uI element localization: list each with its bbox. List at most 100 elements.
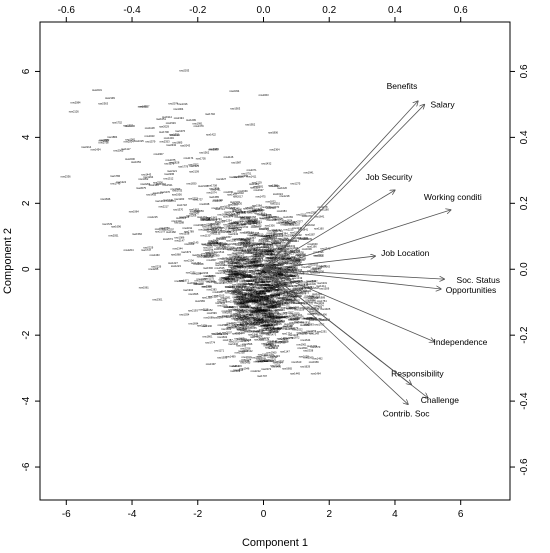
observation-label: row2166 [228, 307, 239, 311]
observation-label: row1955 [311, 267, 322, 271]
observation-label: row1685 [209, 195, 220, 199]
observation-label: row1431 [211, 187, 222, 191]
x-tick-label: 0 [261, 509, 267, 520]
observation-label: row1078 [302, 214, 313, 218]
observation-label: row1101 [294, 320, 304, 324]
observation-label: row1690 [274, 272, 285, 276]
observation-label: row1443 [141, 172, 152, 176]
observation-label: row1684 [226, 269, 237, 273]
observation-label: row1357 [246, 286, 257, 290]
observation-label: row2306 [149, 183, 160, 187]
observation-label: row1436 [235, 331, 246, 335]
observation-label: row2292 [268, 355, 279, 359]
observation-label: row2204 [273, 308, 284, 312]
observation-label: row1709 [248, 265, 259, 269]
observation-label: row1829 [215, 220, 226, 224]
observation-label: row1395 [306, 210, 317, 214]
observation-label: row1256 [271, 305, 282, 309]
observation-label: row1792 [205, 112, 216, 116]
observation-label: row2159 [270, 315, 281, 319]
observation-label: row1174 [184, 156, 194, 160]
observation-label: row2220 [266, 256, 277, 260]
observation-label: row1552 [188, 162, 199, 166]
observation-label: row1511 [309, 309, 319, 313]
observation-label: row1077 [234, 316, 245, 320]
observation-label: row2270 [267, 253, 278, 257]
observation-label: row2066 [252, 315, 263, 319]
observation-label: row1697 [258, 303, 269, 307]
observation-label: row2243 [228, 232, 239, 236]
observation-label: row2071 [261, 298, 272, 302]
observation-label: row1056 [231, 290, 242, 294]
observation-label: row2181 [248, 297, 259, 301]
observation-label: row1528 [294, 308, 305, 312]
observation-label: row1203 [307, 344, 318, 348]
y-tick-label: -4 [21, 396, 32, 405]
observation-label: row1051 [156, 117, 167, 121]
observation-label: row2222 [246, 284, 257, 288]
observation-label: row1976 [254, 318, 265, 322]
observation-label: row2295 [164, 172, 175, 176]
observation-label: row1523 [242, 298, 253, 302]
observation-label: row1175 [204, 277, 214, 281]
observation-label: row1139 [206, 243, 216, 247]
observation-label: row1568 [235, 325, 246, 329]
observation-label: row2129 [229, 274, 240, 278]
observation-label: row2296 [206, 274, 217, 278]
observation-label: row2217 [159, 205, 170, 209]
observation-label: row2153 [271, 241, 282, 245]
observation-label: row1626 [260, 216, 271, 220]
observation-label: row1336 [262, 247, 273, 251]
observation-label: row1460 [211, 242, 222, 246]
observation-label: row1041 [247, 264, 258, 268]
observation-label: row1490 [259, 274, 270, 278]
observation-label: row1972 [249, 269, 260, 273]
observation-label: row1010 [243, 300, 254, 304]
observation-label: row1482 [262, 250, 273, 254]
observation-label: row1266 [186, 213, 197, 217]
observation-label: row1493 [236, 309, 247, 313]
observation-label: row1876 [262, 323, 273, 327]
observation-label: row1230 [237, 325, 248, 329]
observation-label: row1081 [125, 137, 136, 141]
loading-arrow [263, 210, 450, 270]
observation-label: row1949 [237, 337, 248, 341]
observation-label: row2051 [109, 234, 120, 238]
observation-label: row1114 [265, 314, 275, 318]
observation-label: row1696 [111, 224, 122, 228]
observation-label: row1178 [227, 325, 237, 329]
observation-label: row1075 [166, 158, 177, 162]
observation-label: row1298 [249, 231, 260, 235]
observation-label: row2118 [204, 253, 214, 257]
observation-label: row2346 [245, 321, 256, 325]
observation-label: row1267 [275, 302, 286, 306]
observation-label: row1029 [223, 263, 234, 267]
observation-label: row1354 [292, 260, 303, 264]
observation-label: row1396 [270, 293, 281, 297]
observation-label: row1321 [244, 314, 255, 318]
observation-label: row2268 [266, 218, 277, 222]
observation-label: row1100 [240, 316, 250, 320]
observation-label: row1616 [233, 308, 244, 312]
observation-label: row1377 [260, 294, 271, 298]
observation-label: row1463 [150, 253, 161, 257]
observation-label: row1950 [277, 288, 288, 292]
observation-label: row1349 [309, 332, 320, 336]
observation-label: row1018 [215, 263, 226, 267]
observation-label: row2322 [257, 292, 268, 296]
observation-label: row2348 [265, 259, 276, 263]
top-tick-label: 0.4 [388, 5, 402, 16]
observation-label: row2009 [262, 234, 273, 238]
observation-label: row1425 [233, 175, 244, 179]
observation-label: row2231 [92, 88, 103, 92]
observation-label: row1802 [270, 327, 281, 331]
observation-label: row1939 [289, 312, 300, 316]
observation-label: row1761 [259, 283, 270, 287]
observation-label: row2375 [299, 290, 310, 294]
observation-label: row1301 [271, 242, 282, 246]
observation-label: row1509 [319, 287, 330, 291]
observation-label: row1986 [245, 209, 256, 213]
observation-label: row1967 [238, 268, 249, 272]
observation-label: row1634 [223, 305, 234, 309]
observation-label: row1420 [254, 263, 265, 267]
